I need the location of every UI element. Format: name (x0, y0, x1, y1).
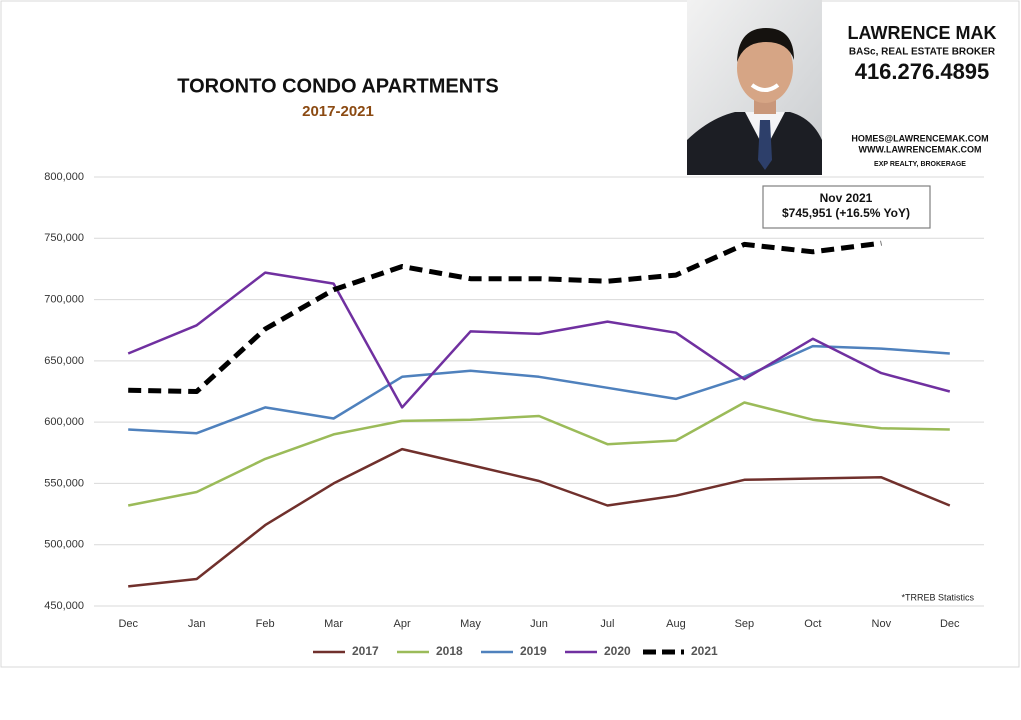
agent-brokerage: EXP REALTY, BROKERAGE (874, 161, 966, 168)
annotation: Nov 2021$745,951 (+16.5% YoY) (762, 185, 931, 229)
legend: 2017 2018 2019 2020 2021 (313, 644, 718, 658)
x-tick-label: Dec (940, 618, 960, 630)
y-tick-label: 500,000 (44, 539, 84, 551)
y-tick-label: 550,000 (44, 477, 84, 489)
annotation-box (762, 185, 931, 229)
agent-email: HOMES@LAWRENCEMAK.COM (851, 133, 988, 143)
x-tick-label: Apr (394, 618, 411, 630)
legend-label: 2021 (691, 644, 718, 658)
y-tick-label: 650,000 (44, 355, 84, 367)
x-tick-label: Oct (804, 618, 821, 630)
y-tick-label: 800,000 (44, 171, 84, 183)
legend-label: 2018 (436, 644, 463, 658)
x-tick-label: Jun (530, 618, 548, 630)
series-line (128, 447, 951, 588)
chart-subtitle: 2017-2021 (302, 103, 374, 120)
x-tick-label: Dec (118, 618, 138, 630)
x-tick-label: Feb (256, 618, 275, 630)
annotation-text: Nov 2021 (820, 191, 873, 205)
x-tick-label: Mar (324, 618, 343, 630)
annotation-text: $745,951 (+16.5% YoY) (782, 206, 910, 220)
x-tick-label: Aug (666, 618, 686, 630)
y-tick-label: 450,000 (44, 600, 84, 612)
x-tick-label: Jul (600, 618, 614, 630)
x-tick-label: Nov (872, 618, 892, 630)
y-tick-label: 600,000 (44, 416, 84, 428)
series-line (127, 271, 951, 409)
agent-photo (687, 0, 822, 175)
source-note: *TRREB Statistics (901, 592, 974, 602)
series-line (128, 240, 882, 394)
agent-name: LAWRENCE MAK (848, 23, 997, 43)
legend-label: 2020 (604, 644, 631, 658)
series-line (128, 344, 950, 435)
y-tick-label: 700,000 (44, 293, 84, 305)
x-tick-label: Sep (735, 618, 755, 630)
agent-credentials: BASc, REAL ESTATE BROKER (849, 47, 996, 58)
y-tick-label: 750,000 (44, 232, 84, 244)
legend-label: 2019 (520, 644, 547, 658)
x-tick-label: May (460, 618, 481, 630)
agent-website: WWW.LAWRENCEMAK.COM (859, 144, 982, 154)
series-line (127, 401, 950, 507)
chart-title: TORONTO CONDO APARTMENTS (177, 75, 498, 97)
legend-label: 2017 (352, 644, 379, 658)
x-tick-label: Jan (188, 618, 206, 630)
agent-phone: 416.276.4895 (855, 59, 990, 84)
